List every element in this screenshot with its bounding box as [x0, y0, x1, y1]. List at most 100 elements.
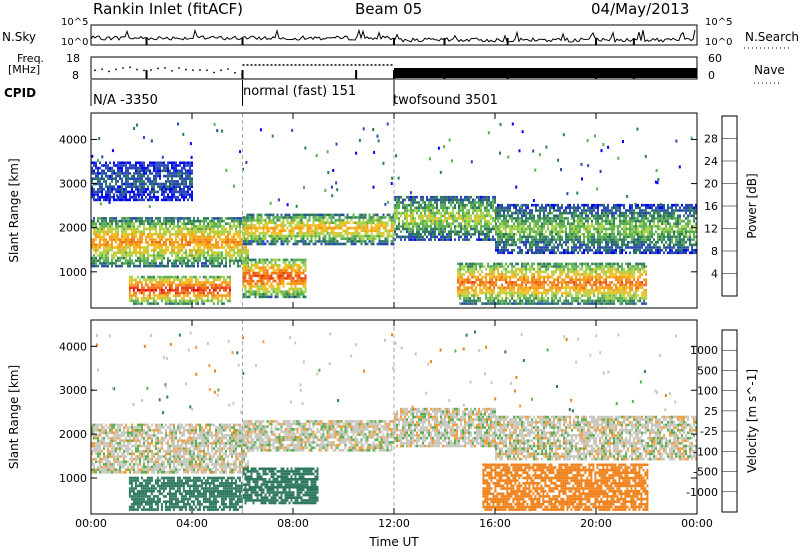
- data-cell: [480, 209, 482, 212]
- data-cell: [555, 286, 558, 289]
- data-cell: [227, 230, 229, 233]
- data-cell: [471, 262, 474, 266]
- data-cell: [473, 302, 476, 305]
- data-cell: [484, 198, 486, 202]
- data-cell: [561, 262, 564, 266]
- data-cell: [111, 264, 113, 268]
- data-cell: [344, 232, 347, 235]
- data-cell: [296, 269, 299, 272]
- data-cell: [252, 263, 255, 267]
- data-cell: [151, 243, 153, 247]
- data-cell: [493, 270, 496, 274]
- data-cell: [583, 286, 586, 289]
- data-cell: [209, 248, 211, 252]
- data-cell: [374, 213, 377, 217]
- data-cell: [539, 299, 542, 303]
- data-cell: [541, 299, 544, 303]
- data-cell: [171, 251, 173, 255]
- data-cell: [175, 254, 177, 257]
- data-cell: [494, 201, 496, 204]
- data-cell: [593, 270, 596, 274]
- data-cell: [284, 277, 287, 280]
- data-cell: [551, 283, 554, 287]
- data-cell: [378, 237, 381, 240]
- data-cell: [360, 224, 363, 227]
- data-cell: [444, 238, 446, 241]
- data-cell: [420, 219, 422, 223]
- data-cell: [235, 219, 237, 223]
- data-cell: [645, 302, 648, 305]
- data-cell: [473, 281, 476, 284]
- data-cell: [551, 270, 554, 274]
- data-cell: [284, 237, 287, 240]
- data-cell: [320, 229, 323, 233]
- data-cell: [190, 283, 193, 287]
- data-cell: [583, 270, 586, 274]
- data-cell: [551, 281, 554, 284]
- data-cell: [481, 278, 484, 281]
- data-cell: [284, 216, 287, 219]
- data-cell: [298, 234, 301, 238]
- data-cell: [480, 211, 482, 215]
- data-cell: [478, 233, 480, 236]
- data-cell: [390, 242, 393, 246]
- data-cell: [99, 235, 101, 239]
- data-cell: [495, 275, 498, 279]
- data-cell: [426, 214, 428, 218]
- data-cell: [264, 277, 267, 280]
- data-cell: [264, 242, 267, 246]
- data-cell: [489, 278, 492, 281]
- data-cell: [208, 299, 211, 303]
- data-cell: [121, 262, 123, 265]
- data-cell: [513, 238, 515, 241]
- data-cell: [166, 278, 169, 281]
- data-cell: [225, 222, 227, 225]
- data-cell: [474, 198, 476, 202]
- data-cell: [164, 281, 167, 284]
- data-cell: [155, 256, 157, 260]
- data-cell: [103, 230, 105, 233]
- data-cell: [320, 218, 323, 222]
- data-cell: [515, 302, 518, 305]
- data-cell: [517, 222, 519, 225]
- data-cell: [139, 233, 141, 236]
- data-cell: [166, 281, 169, 284]
- data-cell: [298, 279, 301, 283]
- data-cell: [450, 230, 452, 233]
- data-cell: [177, 217, 179, 220]
- data-cell: [460, 206, 462, 210]
- data-cell: [491, 281, 494, 284]
- data-cell: [459, 278, 462, 281]
- data-cell: [490, 217, 492, 220]
- data-cell: [143, 230, 145, 233]
- data-cell: [105, 217, 107, 220]
- data-cell: [170, 283, 173, 287]
- data-cell: [164, 299, 167, 303]
- data-cell: [336, 218, 339, 222]
- data-cell: [246, 271, 249, 275]
- data-cell: [260, 242, 263, 246]
- data-cell: [121, 230, 123, 233]
- data-cell: [551, 275, 554, 279]
- data-cell: [175, 240, 177, 244]
- data-cell: [176, 291, 179, 295]
- data-cell: [95, 264, 97, 268]
- data-cell: [615, 289, 618, 292]
- data-cell: [157, 222, 159, 225]
- data-cell: [178, 278, 181, 281]
- data-cell: [543, 283, 546, 287]
- data-cell: [197, 246, 199, 249]
- data-cell: [149, 262, 151, 265]
- data-cell: [450, 217, 452, 220]
- data-cell: [171, 262, 173, 265]
- data-cell: [511, 248, 513, 252]
- data-cell: [264, 261, 267, 264]
- data-cell: [539, 283, 542, 287]
- data-cell: [621, 286, 624, 289]
- data-cell: [270, 266, 273, 270]
- data-cell: [178, 283, 181, 287]
- data-cell: [406, 219, 408, 223]
- data-cell: [581, 278, 584, 281]
- data-cell: [368, 218, 371, 222]
- data-cell: [525, 227, 527, 231]
